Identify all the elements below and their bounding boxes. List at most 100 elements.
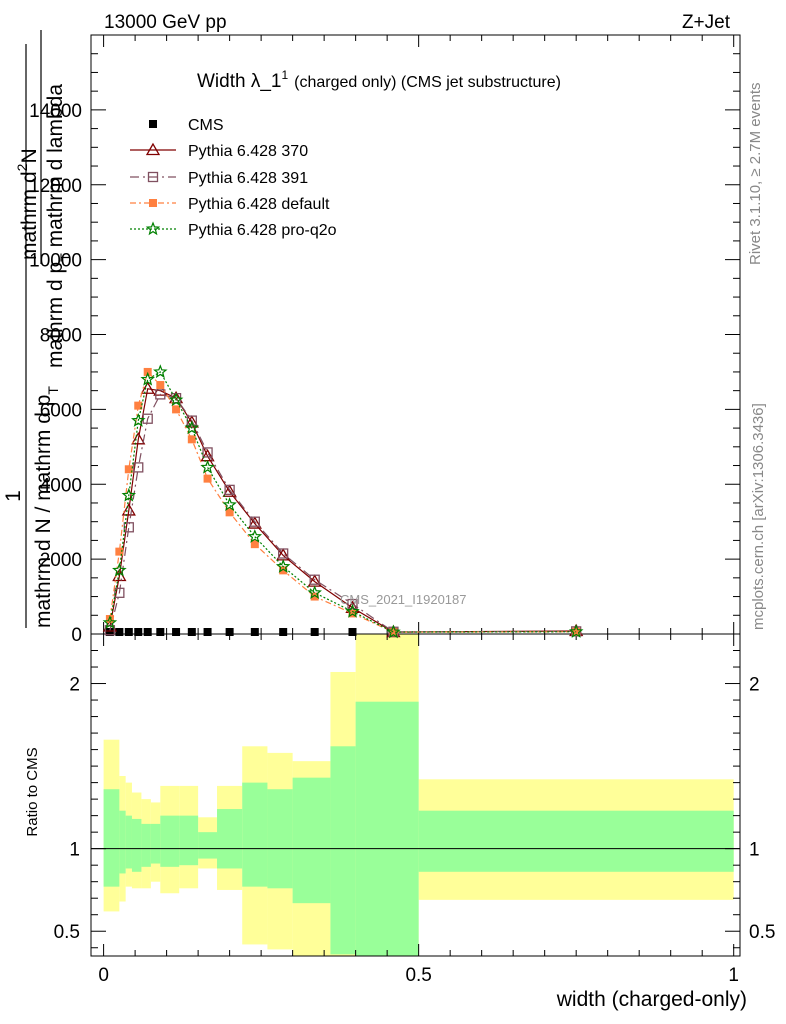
ratio-band-inner [242,782,268,887]
cms-data-point [115,628,124,636]
series-point [345,603,360,618]
y-tick-label: 8000 [40,326,82,347]
series-point [124,465,133,474]
cms-data-point [143,628,152,636]
analysis-watermark: CMS_2021_I1920187 [340,592,467,607]
series-point [121,487,137,502]
series-layer [102,364,584,639]
ratio-band-inner [198,832,218,859]
series-point [247,529,263,543]
series-point [134,401,143,410]
cms-data-point [105,628,114,636]
series-point [222,497,237,512]
ylabel-one: 1 [2,490,25,502]
series-line [109,388,577,633]
series-point [309,574,320,585]
ylabel-left-den: mathrm d N / mathrm d pT [32,386,61,628]
cms-data-point [203,628,212,636]
y-tick-label: 14000 [29,101,82,122]
series-point [114,587,125,598]
cms-data-point [187,628,196,636]
series-point [568,624,584,638]
legend-label: Pythia 6.428 391 [188,170,308,187]
plot-title-sup: 1 [281,68,288,82]
ratio-tick-label-left: 2 [69,675,80,696]
series-point [156,381,165,390]
series-point [105,615,114,624]
series-point [224,484,235,496]
legend-label: Pythia 6.428 default [188,196,330,213]
series-point [153,364,168,379]
series-point [279,566,288,575]
series-point [347,598,358,610]
cms-data-point [279,628,288,636]
ratio-tick-label-left: 0.5 [54,922,80,943]
cms-data-point [172,628,181,636]
legend-label: Pythia 6.428 pro-q2o [188,222,337,239]
series-point [222,484,237,497]
series-point [247,516,262,529]
rivet-label: Rivet 3.1.10, ≥ 2.7M events [747,83,764,266]
plot-title-main: Width λ_1 [197,71,281,92]
ratio-band-inner [267,789,293,889]
plot-title: Width λ_11 (charged only) (CMS jet substr… [197,68,561,92]
y-tick-label: 0 [71,625,82,646]
legend-label: Pythia 6.428 370 [188,143,308,160]
ratio-y-label: Ratio to CMS [24,747,41,836]
series-point [131,412,146,427]
series-point [187,435,196,444]
legend-label: CMS [188,117,224,134]
series-point [389,628,398,637]
series-point [102,615,118,629]
header-left: 13000 GeV pp [104,12,227,33]
x-axis-label: width (charged-only) [556,988,747,1011]
series-point [140,371,155,386]
cms-data-point [124,628,133,636]
ratio-tick-label-right: 1 [749,840,760,861]
series-point [249,516,260,527]
ratio-band-inner [103,789,120,887]
cms-data-point [348,628,357,636]
ratio-band-inner [217,809,243,869]
ratio-band-inner [125,815,132,869]
ratio-tick-label-left: 1 [69,840,80,861]
ratio-band-inner [131,818,142,872]
series-point [225,508,234,517]
ratio-band-inner [119,810,126,874]
ratio-plot-frame [90,633,741,957]
series-4 [102,364,584,639]
series-point [133,462,144,473]
ratio-band-inner [141,823,151,867]
header-right: Z+Jet [682,12,731,33]
legend-marker [149,199,157,207]
series-point [307,585,322,600]
y-tick-label: 2000 [40,550,82,571]
series-point [275,558,291,573]
y-tick-label: 12000 [29,176,82,197]
plot-title-suffix: (charged only) (CMS jet substructure) [294,74,561,91]
y-tick-label: 10000 [29,251,82,272]
ratio-band-inner [355,701,419,956]
cms-data-point [134,628,143,636]
main-y-label: 1 mathrm d N / mathrm d pT mathrm d2N ma… [2,30,73,628]
series-point [184,420,200,435]
ylabel-den: mathrm d pT mathrm d lambda [44,84,73,368]
y-tick-label: 6000 [40,400,82,421]
series-point [386,624,401,639]
series-point [202,447,213,458]
ratio-band-inner [150,823,161,864]
legend-marker [147,171,159,183]
legend: CMS Pythia 6.428 370 Pythia 6.428 391 Pythi… [130,117,337,239]
ratio-band-inner [160,815,180,867]
series-line [109,393,577,633]
axes: 0 0.5 1 0 2000 4000 6000 8000 10000 12000 14000 0.5… [29,35,775,986]
cms-data-point [250,628,259,636]
series-point [278,548,289,559]
series-point [131,432,146,445]
legend-marker [145,221,161,236]
ylabel-num: mathrm d2N [14,148,41,260]
ratio-band-inner [330,746,356,955]
ratio-error-bands [103,634,734,956]
ratio-tick-label-right: 2 [749,675,760,696]
series-point [115,547,124,556]
